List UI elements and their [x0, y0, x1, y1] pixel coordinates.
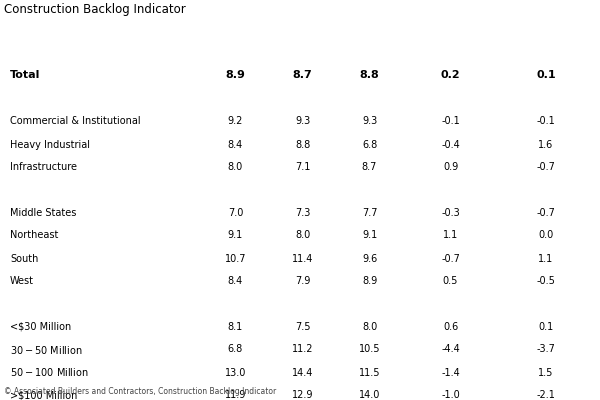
Text: -0.1: -0.1 — [536, 116, 556, 126]
Text: -0.3: -0.3 — [441, 208, 460, 218]
Text: $50-$100 Million: $50-$100 Million — [10, 366, 89, 378]
Text: Region: Region — [277, 185, 320, 195]
Text: 8.7: 8.7 — [293, 70, 313, 80]
Text: 1.1: 1.1 — [443, 230, 458, 240]
Text: 12.9: 12.9 — [292, 390, 313, 400]
Text: 0.5: 0.5 — [443, 276, 458, 286]
Text: 8.9: 8.9 — [226, 70, 245, 80]
Text: <$30 Million: <$30 Million — [10, 322, 71, 332]
Text: Middle States: Middle States — [10, 208, 76, 218]
Text: Infrastructure: Infrastructure — [10, 162, 77, 172]
Text: 0.1: 0.1 — [538, 322, 554, 332]
Text: 8.4: 8.4 — [228, 140, 243, 150]
Text: Total: Total — [10, 70, 40, 80]
Text: 0.9: 0.9 — [443, 162, 458, 172]
Text: -1.4: -1.4 — [441, 368, 460, 378]
Text: 7.7: 7.7 — [362, 208, 377, 218]
Text: 7.1: 7.1 — [295, 162, 310, 172]
Text: 8.0: 8.0 — [362, 322, 377, 332]
Text: 1.6: 1.6 — [538, 140, 554, 150]
Text: Apr
2023: Apr 2023 — [221, 30, 250, 52]
Text: 9.1: 9.1 — [228, 230, 243, 240]
Text: 7.3: 7.3 — [295, 208, 310, 218]
Text: 8.7: 8.7 — [362, 162, 377, 172]
Text: 0.1: 0.1 — [536, 70, 556, 80]
Text: 13.0: 13.0 — [225, 368, 246, 378]
Text: >$100 Million: >$100 Million — [10, 390, 77, 400]
Text: 8.8: 8.8 — [359, 70, 379, 80]
Text: 9.3: 9.3 — [362, 116, 377, 126]
Text: Apr
2022: Apr 2022 — [355, 30, 384, 52]
Text: 11.2: 11.2 — [292, 344, 313, 354]
Text: Construction Backlog Indicator: Construction Backlog Indicator — [4, 2, 186, 16]
Text: 11.5: 11.5 — [359, 368, 380, 378]
Text: 8.9: 8.9 — [362, 276, 377, 286]
Text: -0.7: -0.7 — [536, 208, 556, 218]
Text: 8.0: 8.0 — [228, 162, 243, 172]
Text: 8.8: 8.8 — [295, 140, 310, 150]
Text: 0.2: 0.2 — [440, 70, 460, 80]
Text: Northeast: Northeast — [10, 230, 58, 240]
Text: 8.1: 8.1 — [228, 322, 243, 332]
Text: 0.0: 0.0 — [538, 230, 554, 240]
Text: 10.7: 10.7 — [225, 254, 246, 264]
Text: 14.0: 14.0 — [359, 390, 380, 400]
Text: 12-Month
Net Change: 12-Month Net Change — [512, 30, 580, 52]
Text: 9.3: 9.3 — [295, 116, 310, 126]
Text: 1-Month Net
Change: 1-Month Net Change — [414, 30, 487, 52]
Text: 1.1: 1.1 — [538, 254, 554, 264]
Text: $30-$50 Million: $30-$50 Million — [10, 344, 82, 356]
Text: 6.8: 6.8 — [362, 140, 377, 150]
Text: -0.5: -0.5 — [536, 276, 556, 286]
Text: -0.7: -0.7 — [536, 162, 556, 172]
Text: 9.2: 9.2 — [228, 116, 243, 126]
Text: 9.6: 9.6 — [362, 254, 377, 264]
Text: -0.7: -0.7 — [441, 254, 460, 264]
Text: 14.4: 14.4 — [292, 368, 313, 378]
Text: 6.8: 6.8 — [228, 344, 243, 354]
Text: Heavy Industrial: Heavy Industrial — [10, 140, 90, 150]
Text: West: West — [10, 276, 34, 286]
Text: 9.1: 9.1 — [362, 230, 377, 240]
Text: 7.9: 7.9 — [295, 276, 310, 286]
Text: South: South — [10, 254, 38, 264]
Text: -0.1: -0.1 — [441, 116, 460, 126]
Text: 7.5: 7.5 — [295, 322, 310, 332]
Text: 10.5: 10.5 — [359, 344, 380, 354]
Text: 8.4: 8.4 — [228, 276, 243, 286]
Text: -1.0: -1.0 — [441, 390, 460, 400]
Text: -2.1: -2.1 — [536, 390, 556, 400]
Text: 0.6: 0.6 — [443, 322, 458, 332]
Text: 8.0: 8.0 — [295, 230, 310, 240]
Text: -3.7: -3.7 — [536, 344, 556, 354]
Text: -0.4: -0.4 — [441, 140, 460, 150]
Text: 7.0: 7.0 — [228, 208, 243, 218]
Text: Commercial & Institutional: Commercial & Institutional — [10, 116, 140, 126]
Text: 11.4: 11.4 — [292, 254, 313, 264]
Text: Company Size: Company Size — [255, 299, 343, 309]
Text: © Associated Builders and Contractors, Construction Backlog Indicator: © Associated Builders and Contractors, C… — [4, 388, 276, 396]
Text: -4.4: -4.4 — [441, 344, 460, 354]
Text: 1.5: 1.5 — [538, 368, 554, 378]
Text: Industry: Industry — [272, 94, 325, 104]
Text: 11.9: 11.9 — [225, 390, 246, 400]
Text: Mar
2023: Mar 2023 — [288, 30, 317, 52]
